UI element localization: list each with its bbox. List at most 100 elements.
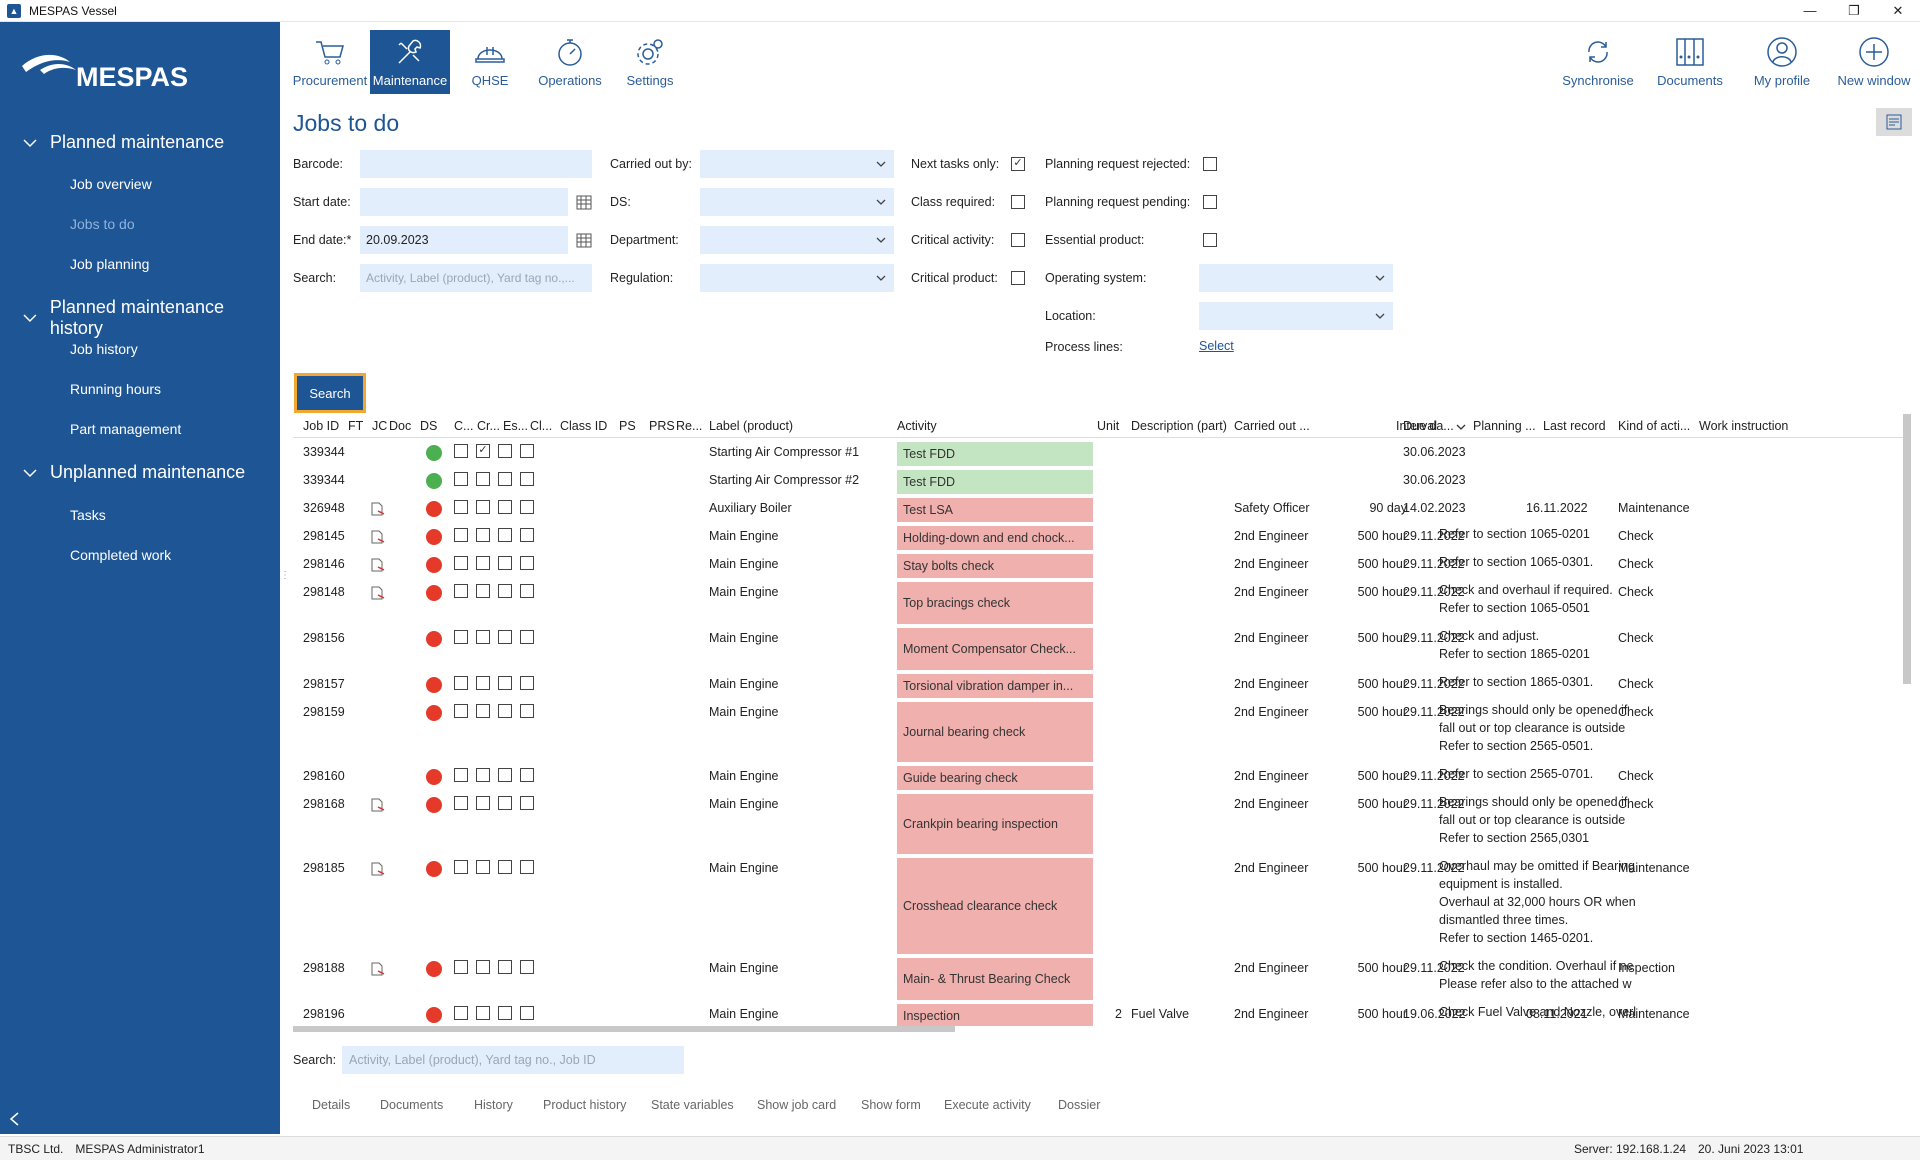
department-dropdown[interactable] [700, 226, 894, 254]
ds-dropdown[interactable] [700, 188, 894, 216]
restore-button[interactable]: ❐ [1848, 3, 1860, 18]
column-header[interactable]: DS [420, 419, 438, 433]
column-header[interactable]: Description (part) [1131, 419, 1227, 433]
table-row[interactable]: 298196 Main Engine Inspection 2 Fuel Valve 2n… [293, 1002, 1903, 1026]
row-flag-checkbox[interactable] [476, 500, 490, 514]
tab-details[interactable]: Details [312, 1098, 351, 1112]
column-header[interactable]: C... [454, 419, 474, 433]
column-header[interactable]: Class ID [560, 419, 608, 433]
row-flag-checkbox[interactable] [454, 676, 468, 690]
search-button[interactable]: Search [294, 373, 366, 413]
row-flag-checkbox[interactable] [520, 796, 534, 810]
collapse-sidebar-icon[interactable] [8, 1112, 22, 1126]
nav-section-unplanned-maintenance[interactable]: Unplanned maintenance [0, 462, 280, 483]
row-flag-checkbox[interactable] [498, 528, 512, 542]
end-date-input[interactable]: 20.09.2023 [360, 226, 568, 254]
table-row[interactable]: 298159 Main Engine Journal bearing check 2n… [293, 700, 1903, 764]
nav-section-planned-maintenance-history[interactable]: Planned maintenance history [0, 297, 280, 339]
column-header[interactable]: Cl... [530, 419, 553, 433]
row-flag-checkbox[interactable] [520, 472, 534, 486]
table-row[interactable]: 326948 Auxiliary Boiler Test LSA Safety Off… [293, 496, 1903, 524]
tab-dossier[interactable]: Dossier [1058, 1098, 1101, 1112]
row-flag-checkbox[interactable] [454, 472, 468, 486]
row-flag-checkbox[interactable] [520, 556, 534, 570]
regulation-dropdown[interactable] [700, 264, 894, 292]
row-flag-checkbox[interactable] [454, 444, 468, 458]
nav-new-window[interactable]: New window [1828, 30, 1920, 94]
tab-product-history[interactable]: Product history [543, 1098, 627, 1112]
calendar-icon[interactable] [576, 232, 592, 248]
essential-product-checkbox[interactable] [1203, 233, 1217, 247]
table-row[interactable]: 298156 Main Engine Moment Compensator Chec… [293, 626, 1903, 672]
row-flag-checkbox[interactable] [498, 768, 512, 782]
row-flag-checkbox[interactable] [476, 630, 490, 644]
row-flag-checkbox[interactable] [476, 960, 490, 974]
horizontal-scrollbar[interactable] [293, 1026, 955, 1032]
row-flag-checkbox[interactable] [476, 676, 490, 690]
row-flag-checkbox[interactable] [520, 704, 534, 718]
row-flag-checkbox[interactable] [498, 584, 512, 598]
sort-desc-icon[interactable] [1456, 422, 1466, 432]
class-required-checkbox[interactable] [1011, 195, 1025, 209]
tab-show-job-card[interactable]: Show job card [757, 1098, 837, 1112]
row-flag-checkbox[interactable] [520, 676, 534, 690]
job-card-doc-icon[interactable] [370, 530, 386, 544]
row-flag-checkbox[interactable] [498, 500, 512, 514]
row-flag-checkbox[interactable] [520, 768, 534, 782]
column-header[interactable]: JC [372, 419, 388, 433]
row-flag-checkbox[interactable] [454, 768, 468, 782]
table-row[interactable]: 298185 Main Engine Crosshead clearance che… [293, 856, 1903, 956]
nav-item-job-history[interactable]: Job history [70, 341, 138, 357]
critical-product-checkbox[interactable] [1011, 271, 1025, 285]
table-row[interactable]: 298157 Main Engine Torsional vibration dam… [293, 672, 1903, 700]
row-flag-checkbox[interactable] [454, 528, 468, 542]
job-card-doc-icon[interactable] [370, 962, 386, 976]
column-header[interactable]: Unit [1097, 419, 1120, 433]
column-header[interactable]: Interval [1396, 419, 1437, 433]
table-row[interactable]: 339344 Starting Air Compressor #2 Test FDD… [293, 468, 1903, 496]
column-header[interactable]: Due da... [1403, 419, 1454, 433]
column-header[interactable]: Planning ... [1473, 419, 1536, 433]
row-flag-checkbox[interactable] [498, 1006, 512, 1020]
operating-system-dropdown[interactable] [1199, 264, 1393, 292]
column-header[interactable]: Re... [676, 419, 703, 433]
table-row[interactable]: 298145 Main Engine Holding-down and end ch… [293, 524, 1903, 552]
table-row[interactable]: 298168 Main Engine Crankpin bearing inspec… [293, 792, 1903, 856]
planning-request-rejected-checkbox[interactable] [1203, 157, 1217, 171]
row-flag-checkbox[interactable]: ✓ [476, 444, 490, 458]
job-card-doc-icon[interactable] [370, 502, 386, 516]
row-flag-checkbox[interactable] [498, 444, 512, 458]
row-flag-checkbox[interactable] [454, 860, 468, 874]
location-dropdown[interactable] [1199, 302, 1393, 330]
column-header[interactable]: PS [619, 419, 636, 433]
column-header[interactable]: Es... [503, 419, 527, 433]
row-flag-checkbox[interactable] [520, 500, 534, 514]
row-flag-checkbox[interactable] [454, 630, 468, 644]
row-flag-checkbox[interactable] [454, 1006, 468, 1020]
nav-synchronise[interactable]: Synchronise [1552, 30, 1644, 94]
row-flag-checkbox[interactable] [520, 444, 534, 458]
row-flag-checkbox[interactable] [476, 768, 490, 782]
row-flag-checkbox[interactable] [476, 860, 490, 874]
nav-item-running-hours[interactable]: Running hours [70, 381, 162, 397]
process-lines-select-link[interactable]: Select [1199, 339, 1234, 353]
job-card-doc-icon[interactable] [370, 558, 386, 572]
nav-item-completed-work[interactable]: Completed work [70, 547, 172, 563]
next-tasks-only-checkbox[interactable]: ✓ [1011, 157, 1025, 171]
nav-item-jobs-to-do[interactable]: Jobs to do [70, 216, 135, 232]
nav-qhse[interactable]: QHSE [450, 30, 530, 94]
nav-my-profile[interactable]: My profile [1736, 30, 1828, 94]
row-flag-checkbox[interactable] [476, 472, 490, 486]
row-flag-checkbox[interactable] [454, 584, 468, 598]
nav-item-part-management[interactable]: Part management [70, 421, 182, 437]
nav-item-job-planning[interactable]: Job planning [70, 256, 150, 272]
row-flag-checkbox[interactable] [498, 960, 512, 974]
carried-out-by-dropdown[interactable] [700, 150, 894, 178]
row-flag-checkbox[interactable] [520, 630, 534, 644]
row-flag-checkbox[interactable] [476, 704, 490, 718]
row-flag-checkbox[interactable] [498, 676, 512, 690]
start-date-input[interactable] [360, 188, 568, 216]
row-flag-checkbox[interactable] [520, 584, 534, 598]
export-button[interactable] [1876, 108, 1912, 136]
job-card-doc-icon[interactable] [370, 862, 386, 876]
